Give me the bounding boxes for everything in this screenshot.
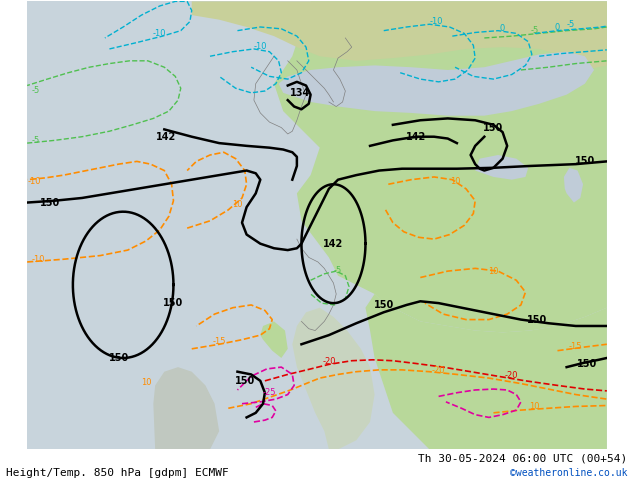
Polygon shape bbox=[278, 51, 594, 116]
Text: 10: 10 bbox=[141, 378, 152, 388]
Text: -5: -5 bbox=[32, 86, 40, 95]
Text: 150: 150 bbox=[235, 376, 255, 386]
Text: 10: 10 bbox=[488, 267, 499, 276]
Polygon shape bbox=[261, 321, 288, 358]
Polygon shape bbox=[274, 1, 607, 332]
Text: -5: -5 bbox=[567, 20, 575, 29]
Text: Th 30-05-2024 06:00 UTC (00+54): Th 30-05-2024 06:00 UTC (00+54) bbox=[418, 453, 628, 463]
Text: 150: 150 bbox=[164, 298, 184, 308]
Polygon shape bbox=[365, 294, 607, 449]
Text: 150: 150 bbox=[527, 315, 548, 324]
Polygon shape bbox=[27, 1, 607, 449]
Text: 0: 0 bbox=[555, 23, 560, 32]
Text: Height/Temp. 850 hPa [gdpm] ECMWF: Height/Temp. 850 hPa [gdpm] ECMWF bbox=[6, 468, 229, 478]
Text: 0: 0 bbox=[500, 24, 505, 33]
Polygon shape bbox=[153, 367, 219, 449]
Text: ©weatheronline.co.uk: ©weatheronline.co.uk bbox=[510, 468, 628, 478]
Polygon shape bbox=[191, 1, 607, 70]
Text: -15: -15 bbox=[569, 342, 583, 351]
Text: -20: -20 bbox=[322, 357, 335, 367]
Polygon shape bbox=[564, 168, 583, 202]
Text: 142: 142 bbox=[156, 132, 176, 142]
Text: -20: -20 bbox=[432, 366, 445, 375]
Text: -10: -10 bbox=[254, 42, 267, 51]
Text: -10: -10 bbox=[430, 17, 444, 26]
Text: 10: 10 bbox=[529, 402, 540, 411]
Text: 150: 150 bbox=[108, 353, 129, 363]
Text: -25: -25 bbox=[262, 388, 276, 396]
Text: -10: -10 bbox=[27, 177, 41, 186]
Text: -5: -5 bbox=[32, 136, 40, 145]
Text: -20: -20 bbox=[505, 371, 519, 380]
Text: 10: 10 bbox=[450, 177, 460, 186]
Text: 150: 150 bbox=[576, 359, 597, 369]
Text: -10: -10 bbox=[31, 255, 45, 264]
Text: 150: 150 bbox=[483, 122, 503, 133]
Text: 150: 150 bbox=[575, 156, 595, 167]
Text: -10: -10 bbox=[153, 29, 167, 38]
Text: -15: -15 bbox=[212, 337, 226, 346]
Text: -5: -5 bbox=[531, 26, 539, 35]
Text: 150: 150 bbox=[373, 300, 394, 310]
Text: 142: 142 bbox=[406, 132, 426, 142]
Polygon shape bbox=[292, 308, 375, 449]
Text: 134: 134 bbox=[290, 88, 310, 98]
Text: 10: 10 bbox=[232, 200, 243, 209]
Text: 142: 142 bbox=[323, 239, 344, 249]
Text: -5: -5 bbox=[334, 266, 342, 275]
Text: 150: 150 bbox=[40, 197, 60, 208]
Polygon shape bbox=[475, 155, 528, 180]
